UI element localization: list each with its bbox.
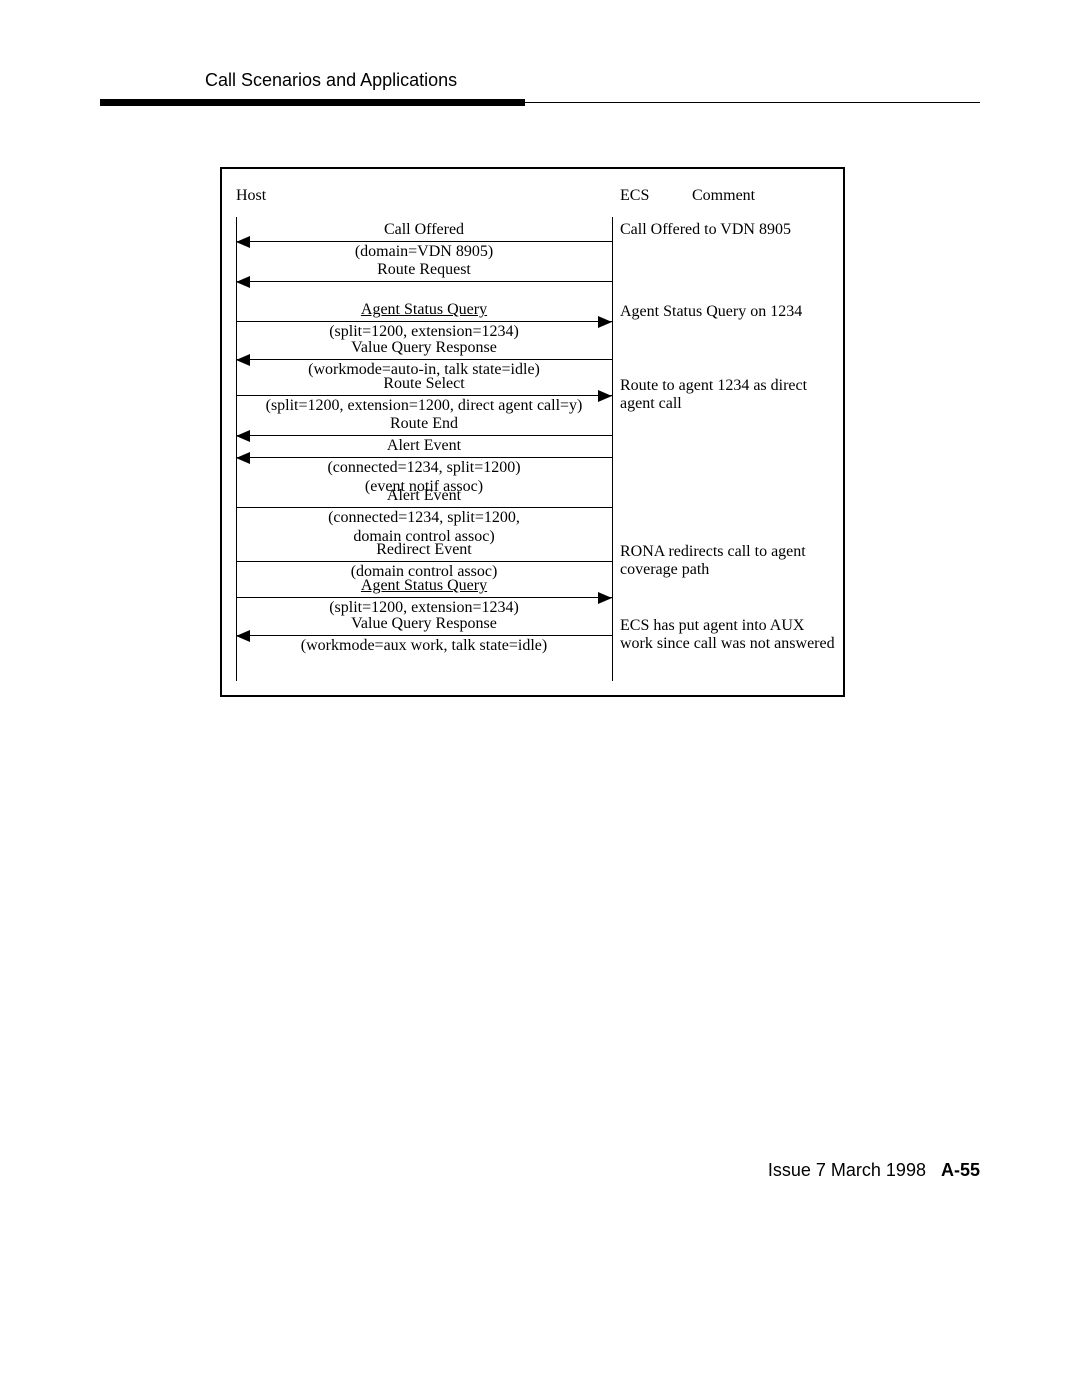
message-label: Redirect Event — [236, 541, 612, 561]
message-label: Agent Status Query — [236, 301, 612, 321]
comment-c5: ECS has put agent into AUX work since ca… — [620, 617, 840, 654]
arrow-left-icon — [236, 354, 250, 366]
footer-issue: Issue 7 March 1998 — [768, 1160, 926, 1180]
message-m9: Redirect Event(domain control assoc) — [236, 541, 612, 582]
arrow-left-icon — [236, 630, 250, 642]
message-line — [236, 241, 612, 242]
message-line — [236, 457, 612, 458]
comment-c2: Agent Status Query on 1234 — [620, 303, 840, 321]
message-sublabel: (split=1200, extension=1200, direct agen… — [236, 396, 612, 415]
arrow-left-icon — [236, 276, 250, 288]
message-line — [236, 359, 612, 360]
column-header-comment: Comment — [692, 187, 755, 205]
message-sublabel: (domain=VDN 8905) — [236, 242, 612, 261]
message-line — [236, 395, 612, 396]
comment-c3: Route to agent 1234 as direct agent call — [620, 377, 840, 414]
message-label: Agent Status Query — [236, 577, 612, 597]
message-m11: Value Query Response(workmode=aux work, … — [236, 615, 612, 656]
page-footer: Issue 7 March 1998 A-55 — [100, 1160, 980, 1181]
arrow-left-icon — [236, 236, 250, 248]
arrow-right-icon — [598, 592, 612, 604]
message-line — [236, 635, 612, 636]
message-line — [236, 561, 612, 562]
message-m1: Call Offered(domain=VDN 8905) — [236, 221, 612, 262]
footer-page-number: A-55 — [941, 1160, 980, 1180]
lifeline-ecs — [612, 217, 613, 681]
message-sublabel: (workmode=aux work, talk state=idle) — [236, 636, 612, 655]
header-rule-thick — [100, 99, 525, 106]
message-m6: Route End — [236, 415, 612, 436]
message-m4: Value Query Response(workmode=auto-in, t… — [236, 339, 612, 380]
arrow-left-icon — [236, 452, 250, 464]
message-m5: Route Select(split=1200, extension=1200,… — [236, 375, 612, 416]
header-title: Call Scenarios and Applications — [205, 70, 980, 91]
message-m2: Route Request — [236, 261, 612, 282]
message-line — [236, 597, 612, 598]
header-rule — [100, 99, 980, 107]
message-label: Route Select — [236, 375, 612, 395]
message-label: Route End — [236, 415, 612, 435]
message-label: Value Query Response — [236, 615, 612, 635]
message-line — [236, 321, 612, 322]
message-label: Alert Event — [236, 437, 612, 457]
comment-c1: Call Offered to VDN 8905 — [620, 221, 840, 239]
message-label: Value Query Response — [236, 339, 612, 359]
message-m8: Alert Event(connected=1234, split=1200,d… — [236, 487, 612, 546]
column-header-host: Host — [236, 187, 266, 205]
arrow-right-icon — [598, 390, 612, 402]
sequence-diagram: Host ECS Comment Call Offered(domain=VDN… — [220, 167, 845, 697]
message-line — [236, 281, 612, 282]
comment-c4: RONA redirects call to agent coverage pa… — [620, 543, 840, 580]
message-label: Call Offered — [236, 221, 612, 241]
message-m10: Agent Status Query(split=1200, extension… — [236, 577, 612, 618]
message-label: Alert Event — [236, 487, 612, 507]
message-line — [236, 507, 612, 508]
column-header-ecs: ECS — [620, 187, 649, 205]
arrow-right-icon — [598, 316, 612, 328]
page-content: Call Scenarios and Applications Host ECS… — [100, 70, 980, 697]
message-m3: Agent Status Query(split=1200, extension… — [236, 301, 612, 342]
message-label: Route Request — [236, 261, 612, 281]
